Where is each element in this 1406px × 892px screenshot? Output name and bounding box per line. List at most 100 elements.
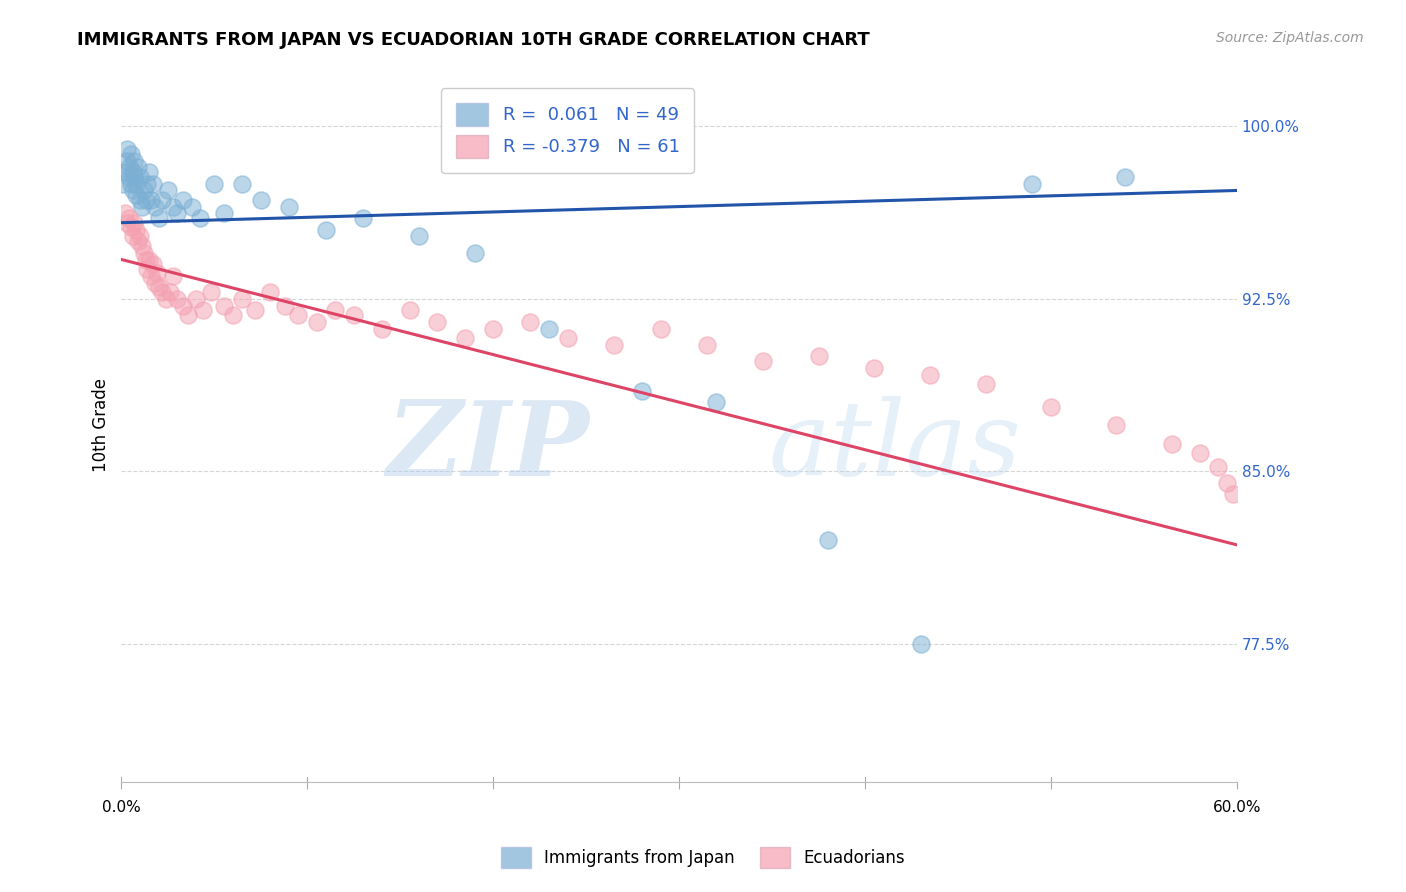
- Point: [124, 153, 146, 168]
- Point: [159, 285, 181, 299]
- Point: [274, 299, 297, 313]
- Point: [118, 161, 141, 175]
- Point: [807, 349, 830, 363]
- Point: [121, 184, 143, 198]
- Point: [141, 268, 163, 283]
- Point: [704, 395, 727, 409]
- Point: [305, 315, 328, 329]
- Point: [918, 368, 941, 382]
- Point: [222, 308, 245, 322]
- Point: [188, 211, 211, 225]
- Text: 60.0%: 60.0%: [1212, 800, 1261, 815]
- Point: [112, 177, 135, 191]
- Point: [143, 276, 166, 290]
- Point: [1160, 436, 1182, 450]
- Point: [156, 184, 179, 198]
- Point: [118, 169, 141, 184]
- Point: [138, 252, 160, 267]
- Point: [114, 165, 136, 179]
- Point: [115, 216, 138, 230]
- Point: [172, 193, 194, 207]
- Point: [129, 229, 152, 244]
- Text: IMMIGRANTS FROM JAPAN VS ECUADORIAN 10TH GRADE CORRELATION CHART: IMMIGRANTS FROM JAPAN VS ECUADORIAN 10TH…: [77, 31, 870, 49]
- Point: [519, 315, 541, 329]
- Point: [751, 353, 773, 368]
- Point: [135, 252, 157, 267]
- Point: [603, 337, 626, 351]
- Point: [1216, 475, 1239, 490]
- Point: [910, 637, 932, 651]
- Point: [162, 268, 184, 283]
- Point: [650, 321, 672, 335]
- Point: [166, 206, 188, 220]
- Point: [138, 165, 160, 179]
- Point: [132, 184, 155, 198]
- Point: [142, 177, 165, 191]
- Point: [125, 188, 148, 202]
- Point: [202, 177, 225, 191]
- Point: [696, 337, 718, 351]
- Point: [121, 165, 143, 179]
- Point: [1114, 169, 1136, 184]
- Point: [1039, 400, 1062, 414]
- Point: [124, 216, 146, 230]
- Point: [277, 200, 299, 214]
- Text: atlas: atlas: [768, 396, 1021, 498]
- Point: [537, 321, 560, 335]
- Point: [181, 200, 204, 214]
- Point: [127, 234, 149, 248]
- Point: [141, 193, 163, 207]
- Point: [250, 193, 273, 207]
- Point: [129, 193, 152, 207]
- Point: [315, 222, 337, 236]
- Point: [631, 384, 654, 398]
- Point: [118, 211, 141, 225]
- Point: [352, 211, 374, 225]
- Text: ZIP: ZIP: [387, 396, 591, 498]
- Point: [398, 303, 420, 318]
- Text: 0.0%: 0.0%: [103, 800, 141, 815]
- Point: [114, 206, 136, 220]
- Point: [212, 206, 235, 220]
- Point: [121, 229, 143, 244]
- Point: [200, 285, 222, 299]
- Point: [259, 285, 281, 299]
- Point: [120, 220, 142, 235]
- Point: [1021, 177, 1043, 191]
- Legend: Immigrants from Japan, Ecuadorians: Immigrants from Japan, Ecuadorians: [495, 840, 911, 875]
- Point: [177, 308, 200, 322]
- Point: [135, 193, 157, 207]
- Text: Source: ZipAtlas.com: Source: ZipAtlas.com: [1216, 31, 1364, 45]
- Point: [166, 292, 188, 306]
- Point: [482, 321, 505, 335]
- Point: [115, 153, 138, 168]
- Point: [148, 280, 170, 294]
- Point: [148, 211, 170, 225]
- Point: [1105, 418, 1128, 433]
- Point: [143, 200, 166, 214]
- Y-axis label: 10th Grade: 10th Grade: [93, 378, 110, 472]
- Point: [323, 303, 346, 318]
- Point: [343, 308, 366, 322]
- Point: [426, 315, 449, 329]
- Point: [120, 177, 142, 191]
- Point: [408, 229, 430, 244]
- Point: [132, 245, 155, 260]
- Point: [172, 299, 194, 313]
- Point: [557, 331, 579, 345]
- Point: [115, 142, 138, 156]
- Point: [193, 303, 215, 318]
- Point: [127, 161, 149, 175]
- Point: [131, 238, 153, 252]
- Point: [136, 177, 159, 191]
- Point: [145, 266, 167, 280]
- Point: [231, 177, 253, 191]
- Point: [974, 376, 997, 391]
- Point: [863, 360, 886, 375]
- Point: [150, 285, 173, 299]
- Point: [817, 533, 839, 548]
- Point: [136, 261, 159, 276]
- Point: [120, 146, 142, 161]
- Point: [184, 292, 207, 306]
- Point: [212, 299, 235, 313]
